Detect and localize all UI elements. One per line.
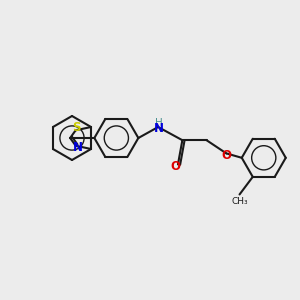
Text: O: O — [221, 149, 231, 162]
Text: H: H — [155, 118, 163, 128]
Text: N: N — [73, 141, 83, 154]
Text: N: N — [154, 122, 164, 134]
Text: S: S — [72, 121, 81, 134]
Text: CH₃: CH₃ — [231, 197, 248, 206]
Text: O: O — [170, 160, 180, 173]
